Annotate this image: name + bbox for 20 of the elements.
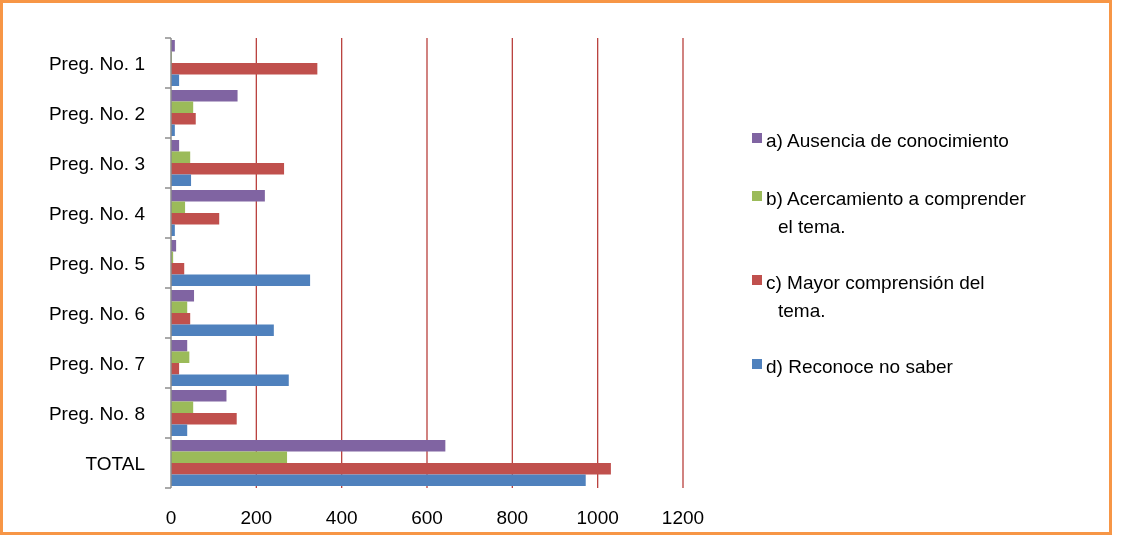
x-tick-label: 600 xyxy=(411,507,443,528)
x-tick-label: 1000 xyxy=(576,507,619,528)
x-tick-label: 0 xyxy=(165,507,177,528)
legend-label: c) Mayor comprensión del tema. xyxy=(766,271,985,321)
y-tick-label: Preg. No. 1 xyxy=(48,52,145,74)
legend-label: d) Reconoce no saber xyxy=(766,355,954,377)
x-tick-label: 800 xyxy=(496,507,529,528)
y-tick-label: Preg. No. 4 xyxy=(48,202,146,224)
legend-label: b) Acercamiento a comprender el tema. xyxy=(766,187,1027,237)
x-tick-label: 1200 xyxy=(661,507,705,528)
y-tick-label: Preg. No. 3 xyxy=(48,152,145,174)
x-tick-label: 200 xyxy=(240,507,273,528)
legend-label: a) Ausencia de conocimiento xyxy=(766,129,1009,151)
y-tick-label: TOTAL xyxy=(85,452,145,474)
y-tick-label: Preg. No. 6 xyxy=(48,302,145,324)
y-tick-label: Preg. No. 7 xyxy=(48,352,145,374)
y-tick-label: Preg. No. 5 xyxy=(48,252,145,274)
y-tick-label: Preg. No. 8 xyxy=(48,402,145,424)
x-tick-label: 400 xyxy=(325,507,358,528)
y-tick-label: Preg. No. 2 xyxy=(48,102,145,124)
